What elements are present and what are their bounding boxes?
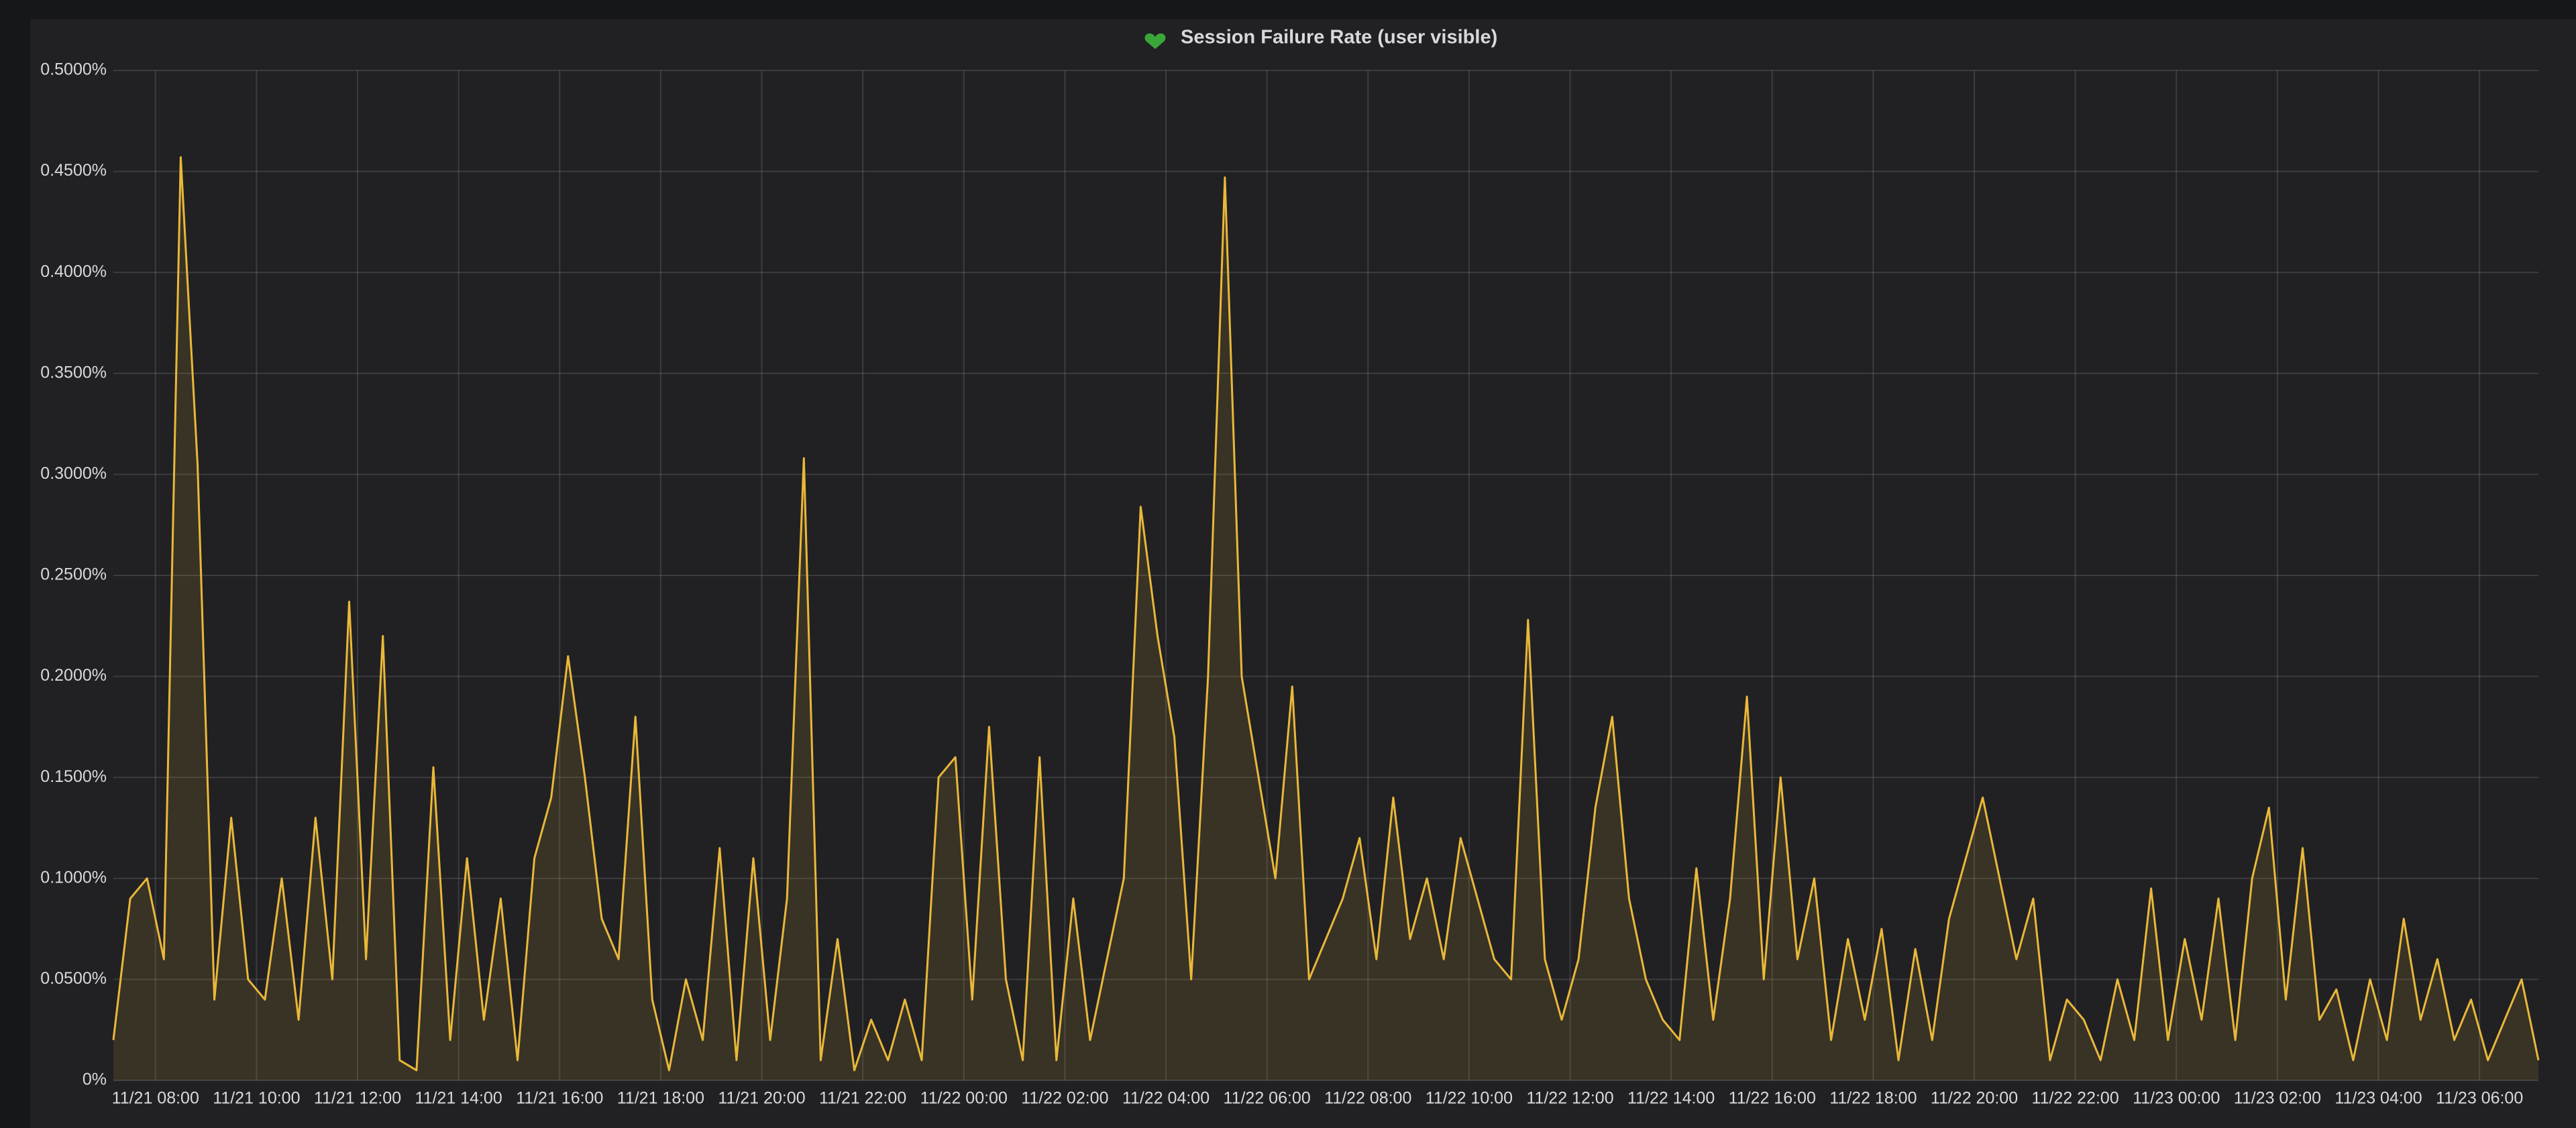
x-tick-label: 11/22 16:00 [1729,1089,1816,1108]
y-tick-label: 0.1500% [40,767,107,786]
x-tick-label: 11/22 00:00 [920,1089,1008,1108]
x-tick-label: 11/22 14:00 [1627,1089,1715,1108]
x-tick-label: 11/22 08:00 [1324,1089,1411,1108]
y-tick-label: 0.3500% [40,363,107,382]
y-tick-label: 0.2000% [40,666,107,685]
x-tick-label: 11/21 10:00 [213,1089,300,1108]
x-tick-label: 11/23 06:00 [2436,1089,2523,1108]
y-tick-label: 0.4500% [40,161,107,180]
x-tick-label: 11/22 18:00 [1829,1089,1917,1108]
y-tick-label: 0.4000% [40,262,107,281]
x-tick-label: 11/22 20:00 [1931,1089,2018,1108]
x-tick-label: 11/21 08:00 [112,1089,199,1108]
x-tick-label: 11/21 18:00 [617,1089,704,1108]
y-tick-label: 0.2500% [40,565,107,584]
x-tick-label: 11/22 22:00 [2032,1089,2119,1108]
x-tick-label: 11/21 12:00 [314,1089,401,1108]
x-tick-label: 11/23 02:00 [2234,1089,2321,1108]
x-tick-label: 11/23 00:00 [2133,1089,2220,1108]
x-tick-label: 11/23 04:00 [2334,1089,2422,1108]
y-tick-label: 0.0500% [40,969,107,988]
y-tick-label: 0% [83,1070,107,1089]
y-tick-label: 0.1000% [40,868,107,887]
chart-title: Session Failure Rate (user visible) [1181,27,1497,48]
x-tick-label: 11/21 14:00 [415,1089,502,1108]
x-tick-label: 11/21 22:00 [819,1089,906,1108]
panel [30,19,2576,1128]
y-tick-label: 0.3000% [40,464,107,483]
x-tick-label: 11/22 02:00 [1021,1089,1108,1108]
line [112,156,2540,1072]
health-icon [1144,33,1166,49]
y-tick-label: 0.5000% [40,60,107,79]
x-tick-label: 11/22 04:00 [1122,1089,1210,1108]
x-tick-label: 11/21 16:00 [516,1089,603,1108]
x-tick-label: 11/21 20:00 [718,1089,805,1108]
x-tick-label: 11/22 10:00 [1426,1089,1513,1108]
x-tick-label: 11/22 12:00 [1526,1089,1613,1108]
x-tick-label: 11/22 06:00 [1224,1089,1311,1108]
